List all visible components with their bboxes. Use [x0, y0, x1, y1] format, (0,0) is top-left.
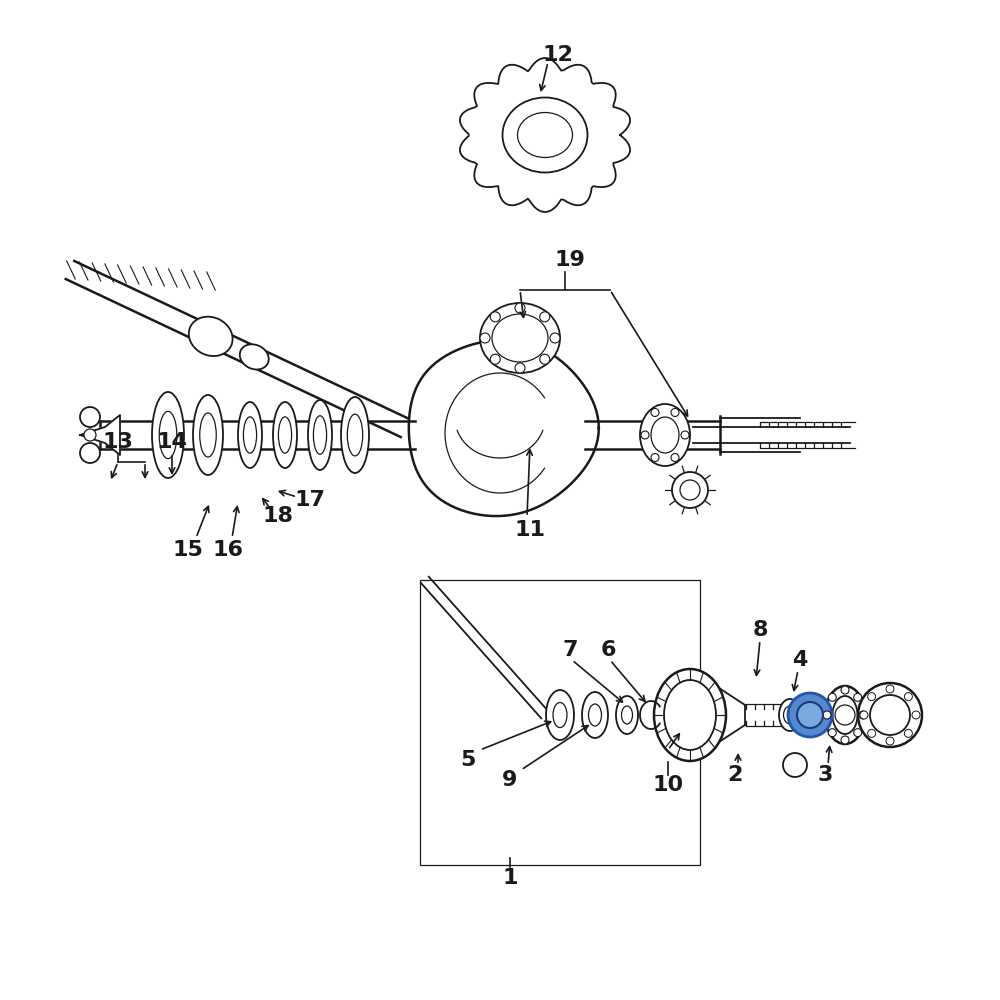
Circle shape [783, 753, 807, 777]
Text: 19: 19 [555, 250, 585, 270]
Ellipse shape [313, 416, 327, 454]
Ellipse shape [640, 404, 690, 466]
Polygon shape [80, 415, 120, 455]
Circle shape [854, 729, 862, 737]
Circle shape [868, 729, 876, 737]
Ellipse shape [193, 395, 223, 475]
Circle shape [912, 711, 920, 719]
Ellipse shape [518, 112, 572, 157]
Circle shape [788, 693, 832, 737]
Bar [420, 580, 700, 865]
Text: 12: 12 [543, 45, 573, 65]
Ellipse shape [784, 706, 796, 724]
Ellipse shape [825, 686, 865, 744]
Circle shape [828, 693, 836, 701]
Circle shape [641, 431, 649, 439]
Circle shape [828, 729, 836, 737]
Ellipse shape [341, 397, 369, 473]
Text: 2: 2 [727, 765, 743, 785]
Circle shape [859, 711, 867, 719]
Circle shape [797, 702, 823, 728]
Circle shape [858, 683, 922, 747]
Ellipse shape [308, 400, 332, 470]
Circle shape [80, 443, 100, 463]
Text: 5: 5 [460, 750, 476, 770]
Circle shape [490, 354, 500, 364]
Circle shape [84, 429, 96, 441]
Text: 17: 17 [294, 490, 326, 510]
Ellipse shape [238, 402, 262, 468]
Ellipse shape [553, 702, 567, 728]
Text: 4: 4 [792, 650, 808, 670]
Circle shape [671, 408, 679, 416]
Circle shape [672, 472, 708, 508]
Circle shape [490, 312, 500, 322]
Circle shape [886, 737, 894, 745]
Ellipse shape [588, 704, 602, 726]
Circle shape [904, 729, 912, 737]
Polygon shape [460, 58, 630, 212]
Ellipse shape [152, 392, 184, 478]
Ellipse shape [243, 417, 257, 453]
Circle shape [515, 363, 525, 373]
Circle shape [671, 454, 679, 462]
Circle shape [515, 303, 525, 313]
Circle shape [870, 695, 910, 735]
Circle shape [854, 693, 862, 701]
Circle shape [540, 354, 550, 364]
Circle shape [835, 705, 855, 725]
Text: 13: 13 [103, 432, 133, 452]
Circle shape [904, 693, 912, 701]
Text: 1: 1 [502, 868, 518, 888]
Circle shape [651, 408, 659, 416]
Circle shape [550, 333, 560, 343]
Ellipse shape [492, 314, 548, 362]
Ellipse shape [654, 669, 726, 761]
Ellipse shape [582, 692, 608, 738]
Ellipse shape [779, 699, 801, 731]
Circle shape [80, 407, 100, 427]
Text: 9: 9 [502, 770, 518, 790]
Circle shape [540, 312, 550, 322]
Text: 18: 18 [262, 506, 294, 526]
Ellipse shape [200, 413, 216, 457]
Text: 6: 6 [600, 640, 616, 660]
Circle shape [823, 711, 831, 719]
Ellipse shape [651, 417, 679, 453]
Ellipse shape [278, 417, 292, 453]
Text: 3: 3 [817, 765, 833, 785]
Circle shape [886, 685, 894, 693]
Ellipse shape [503, 98, 588, 172]
Ellipse shape [273, 402, 297, 468]
Circle shape [681, 431, 689, 439]
Ellipse shape [240, 344, 269, 369]
Circle shape [841, 736, 849, 744]
Text: 14: 14 [157, 432, 187, 452]
Ellipse shape [159, 411, 177, 459]
Ellipse shape [832, 696, 858, 734]
Text: 10: 10 [652, 775, 684, 795]
Text: 15: 15 [173, 540, 203, 560]
Circle shape [841, 686, 849, 694]
Text: 8: 8 [752, 620, 768, 640]
Ellipse shape [546, 690, 574, 740]
Text: 7: 7 [562, 640, 578, 660]
Text: 11: 11 [514, 520, 546, 540]
Ellipse shape [622, 706, 633, 724]
Polygon shape [409, 340, 599, 516]
Ellipse shape [616, 696, 638, 734]
Circle shape [480, 333, 490, 343]
Circle shape [860, 711, 868, 719]
Circle shape [868, 693, 876, 701]
Ellipse shape [664, 680, 716, 750]
Ellipse shape [347, 414, 363, 456]
Circle shape [680, 480, 700, 500]
Circle shape [651, 454, 659, 462]
Text: 16: 16 [212, 540, 244, 560]
Ellipse shape [189, 317, 233, 356]
Ellipse shape [480, 303, 560, 373]
